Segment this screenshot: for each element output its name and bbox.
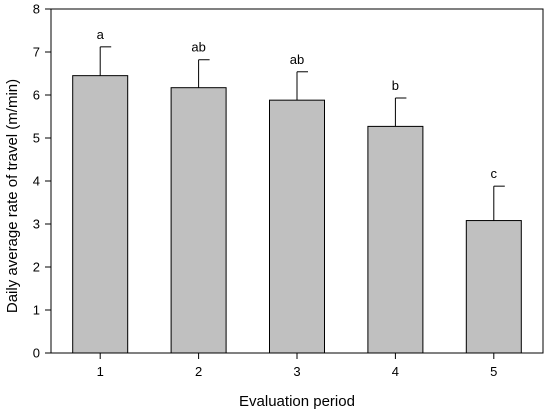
significance-label: c (491, 166, 498, 181)
y-tick-label: 2 (33, 260, 40, 275)
y-tick-label: 6 (33, 88, 40, 103)
significance-label: a (97, 27, 105, 42)
significance-label: ab (290, 52, 304, 67)
bar (269, 99, 325, 354)
y-tick-label: 0 (33, 346, 40, 361)
y-tick-label: 4 (33, 174, 40, 189)
significance-label: b (392, 78, 399, 93)
y-tick-label: 3 (33, 217, 40, 232)
x-tick-label: 5 (490, 364, 497, 379)
bar (367, 125, 424, 354)
y-axis-title: Daily average rate of travel (m/min) (4, 79, 21, 313)
x-tick-label: 2 (195, 364, 202, 379)
y-tick-label: 8 (33, 2, 40, 17)
y-tick-label: 5 (33, 131, 40, 146)
bar (72, 75, 129, 354)
x-axis-title: Evaluation period (239, 393, 355, 410)
significance-label: ab (191, 40, 205, 55)
y-tick-label: 1 (33, 303, 40, 318)
bar (170, 87, 227, 354)
x-tick-label: 3 (293, 364, 300, 379)
bar (465, 220, 522, 354)
plot-area: 0 1 2 3 4 5 6 7 8 a 1 ab 2 ab 3 b 4 c 5 (33, 2, 544, 379)
x-tick-label: 4 (392, 364, 399, 379)
x-tick-label: 1 (97, 364, 104, 379)
y-tick-label: 7 (33, 45, 40, 60)
